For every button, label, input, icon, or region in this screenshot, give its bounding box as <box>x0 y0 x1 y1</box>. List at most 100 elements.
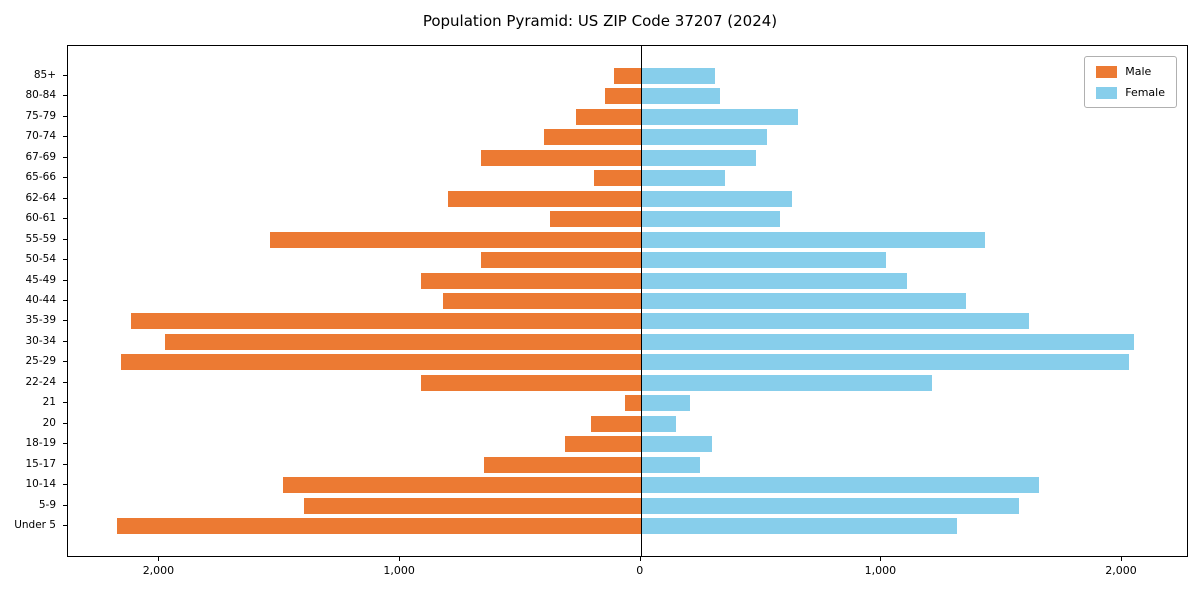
y-tick-label: 85+ <box>33 69 56 81</box>
x-tick-mark <box>1121 557 1123 561</box>
female-bar <box>640 88 721 105</box>
y-tick-label: 25-29 <box>25 355 56 368</box>
male-bar <box>117 518 641 534</box>
y-tick-mark <box>63 525 67 526</box>
y-tick-mark <box>63 197 67 199</box>
female-bar <box>640 477 1039 494</box>
male-bar <box>484 456 641 473</box>
female-bar <box>640 313 1030 330</box>
y-tick-mark <box>63 177 67 179</box>
x-tick-label: 2,000 <box>1105 564 1137 577</box>
female-bar <box>640 354 1130 371</box>
y-tick-mark <box>63 340 67 342</box>
y-tick-mark <box>63 361 67 363</box>
legend-swatch-male <box>1096 65 1118 78</box>
x-tick-label: 2,000 <box>142 564 175 577</box>
male-bar <box>625 395 641 412</box>
male-bar <box>591 415 641 432</box>
female-bar <box>640 374 932 391</box>
male-bar <box>575 108 641 125</box>
y-tick-label: 5-9 <box>38 498 56 511</box>
legend-entry-female: Female <box>1096 86 1165 99</box>
x-tick-mark <box>399 557 401 561</box>
female-bar <box>640 108 799 125</box>
male-bar <box>420 374 641 391</box>
y-tick-mark <box>63 381 67 383</box>
male-bar <box>604 88 641 105</box>
y-tick-label: 15-17 <box>25 457 56 470</box>
x-tick-mark <box>639 557 641 561</box>
y-tick-label: 80-84 <box>25 89 56 102</box>
female-bar <box>640 436 712 453</box>
y-tick-mark <box>63 75 67 76</box>
female-bar <box>640 395 691 412</box>
y-tick-mark <box>63 156 67 158</box>
plot-area: Male Female <box>67 45 1188 557</box>
x-tick-label: 0 <box>636 564 644 577</box>
male-bar <box>420 272 641 289</box>
y-tick-mark <box>63 422 67 424</box>
legend-swatch-female <box>1096 86 1118 99</box>
female-bar <box>640 293 966 309</box>
male-bar <box>614 68 641 84</box>
y-tick-mark <box>63 463 67 465</box>
y-tick-mark <box>63 218 67 220</box>
male-bar <box>283 477 641 494</box>
female-bar <box>640 456 700 473</box>
y-tick-label: 21 <box>42 396 56 409</box>
y-tick-mark <box>63 402 67 404</box>
y-tick-label: 18-19 <box>25 437 56 450</box>
female-bar <box>640 129 768 146</box>
y-tick-label: 30-34 <box>25 334 56 347</box>
y-tick-label: 35-39 <box>25 314 56 327</box>
zero-axis-line <box>640 46 642 556</box>
y-tick-mark <box>63 238 67 240</box>
female-bar <box>640 518 958 534</box>
y-tick-label: 62-64 <box>25 191 56 204</box>
chart-title: Population Pyramid: US ZIP Code 37207 (2… <box>422 12 778 30</box>
male-bar <box>480 149 641 166</box>
female-bar <box>640 333 1135 350</box>
male-bar <box>564 436 641 453</box>
male-bar <box>165 333 641 350</box>
y-tick-label: 10-14 <box>25 478 56 491</box>
female-bar <box>640 231 985 248</box>
male-bar <box>593 170 641 187</box>
male-bar <box>130 313 641 330</box>
male-bar <box>550 211 641 228</box>
female-bar <box>640 252 887 269</box>
y-axis-tick-labels: 85+ 80-84 75-79 70-74 67-69 65-66 62-64 60-61 55… <box>0 45 62 557</box>
female-bar <box>640 497 1019 514</box>
x-tick-label: 1,000 <box>383 564 415 577</box>
y-tick-label: 65-66 <box>25 171 56 184</box>
female-bar <box>640 211 781 228</box>
y-tick-mark <box>63 279 67 281</box>
x-tick-mark <box>880 557 882 561</box>
y-tick-label: 40-44 <box>25 294 56 306</box>
legend-label-female: Female <box>1125 86 1165 99</box>
male-bar <box>120 354 641 371</box>
y-tick-label: 75-79 <box>25 109 56 122</box>
male-bar <box>480 252 641 269</box>
legend-label-male: Male <box>1125 65 1152 78</box>
female-bar <box>640 149 757 166</box>
male-bar <box>448 190 641 207</box>
y-tick-label: 70-74 <box>25 130 56 143</box>
male-bar <box>544 129 641 146</box>
y-tick-label: 67-69 <box>25 150 56 163</box>
female-bar <box>640 190 793 207</box>
male-bar <box>270 231 641 248</box>
female-bar <box>640 68 716 84</box>
y-tick-mark <box>63 259 67 261</box>
y-tick-mark <box>63 136 67 138</box>
female-bar <box>640 170 725 187</box>
y-tick-mark <box>63 300 67 301</box>
male-bar <box>303 497 641 514</box>
x-tick-mark <box>158 557 160 561</box>
y-tick-label: 55-59 <box>25 232 56 245</box>
y-tick-mark <box>63 484 67 486</box>
male-bar <box>443 293 641 309</box>
legend-entry-male: Male <box>1096 65 1165 78</box>
y-tick-mark <box>63 320 67 322</box>
